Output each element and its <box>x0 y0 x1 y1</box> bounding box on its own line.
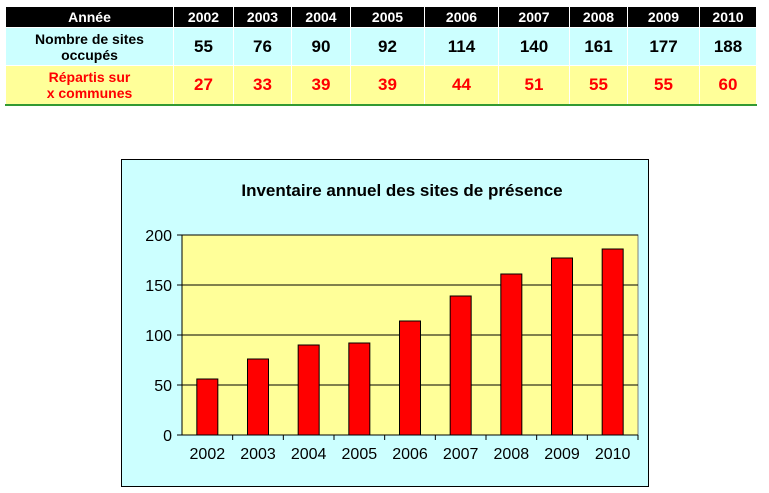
year-cell: 2007 <box>498 6 570 28</box>
x-tick-label: 2005 <box>342 446 378 463</box>
year-cell: 2004 <box>291 6 351 28</box>
x-tick-label: 2006 <box>392 446 428 463</box>
communes-label-line2: x communes <box>46 85 133 101</box>
y-tick-label: 150 <box>145 278 172 295</box>
x-tick-label: 2010 <box>595 446 631 463</box>
year-row: Année 2002 2003 2004 2005 2006 2007 2008… <box>5 6 757 28</box>
communes-cell: 33 <box>233 65 292 106</box>
x-tick-label: 2008 <box>494 446 530 463</box>
y-tick-label: 50 <box>154 378 172 395</box>
bar <box>297 344 320 436</box>
communes-label-line1: Répartis sur <box>48 69 131 85</box>
communes-cell: 55 <box>627 65 700 106</box>
communes-cell: 39 <box>350 65 425 106</box>
year-cell: 2009 <box>627 6 700 28</box>
communes-row-header: Répartis sur x communes <box>5 65 174 106</box>
sites-label-line2: occupés <box>61 46 118 63</box>
y-tick-label: 0 <box>163 428 172 445</box>
sites-label-line1: Nombre de sites <box>35 30 144 47</box>
x-tick-label: 2002 <box>190 446 226 463</box>
x-tick-label: 2009 <box>544 446 580 463</box>
chart-title: Inventaire annuel des sites de présence <box>241 181 562 200</box>
bar <box>348 342 371 436</box>
year-cell: 2003 <box>233 6 292 28</box>
data-table: Année 2002 2003 2004 2005 2006 2007 2008… <box>5 6 757 106</box>
bar <box>449 295 472 436</box>
y-tick-label: 100 <box>145 328 172 345</box>
sites-row-header: Nombre de sites occupés <box>5 27 174 66</box>
communes-cell: 39 <box>291 65 351 106</box>
bar <box>500 273 523 436</box>
bar <box>601 248 624 436</box>
sites-row: Nombre de sites occupés 55 76 90 92 114 … <box>5 27 757 66</box>
communes-cell: 27 <box>173 65 234 106</box>
communes-cell: 60 <box>699 65 757 106</box>
sites-cell: 92 <box>350 27 425 66</box>
bar <box>196 378 219 436</box>
x-tick-label: 2004 <box>291 446 327 463</box>
y-tick-label: 200 <box>145 228 172 245</box>
sites-cell: 188 <box>699 27 757 66</box>
communes-row: Répartis sur x communes 27 33 39 39 44 5… <box>5 65 757 106</box>
bar <box>551 257 573 436</box>
year-cell: 2005 <box>350 6 425 28</box>
x-tick-label: 2003 <box>240 446 276 463</box>
sites-cell: 114 <box>424 27 499 66</box>
sites-cell: 76 <box>233 27 292 66</box>
sites-cell: 161 <box>569 27 628 66</box>
year-cell: 2006 <box>424 6 499 28</box>
communes-cell: 55 <box>569 65 628 106</box>
bar <box>247 358 269 436</box>
communes-cell: 51 <box>498 65 570 106</box>
chart-frame: Inventaire annuel des sites de présence 0… <box>121 159 649 487</box>
sites-cell: 55 <box>173 27 234 66</box>
year-cell: 2002 <box>173 6 234 28</box>
bar-chart: Inventaire annuel des sites de présence 0… <box>145 181 639 463</box>
sites-cell: 90 <box>291 27 351 66</box>
bar <box>399 320 421 436</box>
sites-cell: 177 <box>627 27 700 66</box>
year-header: Année <box>5 6 174 28</box>
communes-cell: 44 <box>424 65 499 106</box>
sites-cell: 140 <box>498 27 570 66</box>
year-cell: 2008 <box>569 6 628 28</box>
x-tick-label: 2007 <box>443 446 479 463</box>
year-cell: 2010 <box>699 6 757 28</box>
